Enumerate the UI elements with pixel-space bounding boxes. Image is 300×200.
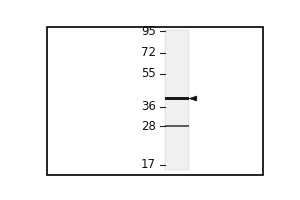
Text: 55: 55 [141, 67, 156, 80]
Bar [165, 125, 189, 127]
Bar [165, 30, 189, 170]
Text: 28: 28 [141, 120, 156, 133]
Bar [165, 97, 189, 100]
Text: 36: 36 [141, 100, 156, 113]
Text: 17: 17 [141, 158, 156, 171]
Text: 95: 95 [141, 25, 156, 38]
Polygon shape [189, 96, 197, 101]
Text: 72: 72 [141, 46, 156, 59]
